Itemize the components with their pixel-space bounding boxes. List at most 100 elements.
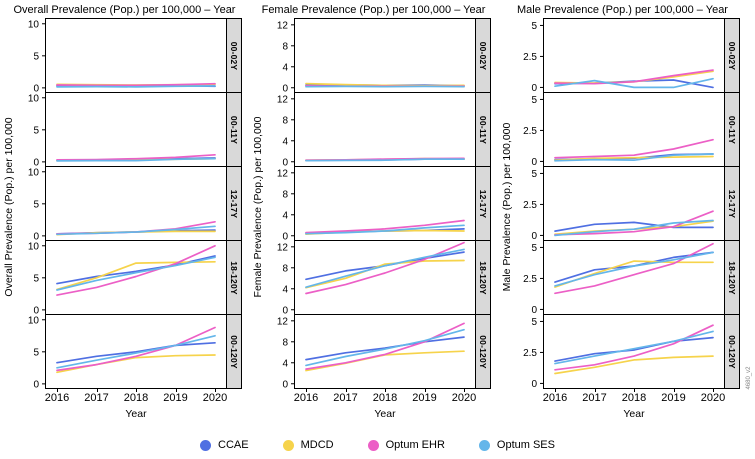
x-tick-label: 2019 bbox=[661, 392, 686, 404]
x-tick-label: 2016 bbox=[542, 392, 568, 404]
facet-row-00-120y: 0 2.5 5 00-120Y bbox=[513, 314, 740, 389]
facet-row-12-17y: 0 4 8 12 12-17Y bbox=[264, 166, 491, 241]
facet-column-overall: Overall Prevalence (Pop.) per 100,000 – … bbox=[2, 3, 247, 421]
series-line-optum-ses bbox=[554, 77, 714, 89]
facet-strip: 00-02Y bbox=[724, 18, 740, 93]
y-tick-label: 0 bbox=[282, 157, 288, 167]
panel-border bbox=[294, 240, 476, 315]
y-tick-label: 8 bbox=[282, 115, 288, 126]
legend-item-ccae: CCAE bbox=[200, 439, 249, 451]
series-line-ccae bbox=[554, 336, 714, 362]
x-tick-mark bbox=[57, 389, 58, 392]
x-tick-label: 2017 bbox=[582, 392, 607, 404]
facet-strip: 18-120Y bbox=[226, 240, 242, 315]
y-tick-label: 0 bbox=[33, 83, 39, 93]
y-tick-label: 0 bbox=[33, 231, 39, 241]
y-tick-label: 2.5 bbox=[523, 52, 537, 63]
y-tick-label: 12 bbox=[277, 94, 289, 105]
series-line-ccae bbox=[56, 341, 216, 364]
x-tick-mark bbox=[424, 389, 426, 392]
y-tick-label: 10 bbox=[28, 19, 40, 30]
legend: CCAE MDCD Optum EHR Optum SES bbox=[0, 435, 755, 455]
series-line-optum-ehr bbox=[56, 153, 216, 161]
panel-female-18-120y: 0 4 8 12 bbox=[277, 240, 476, 315]
x-tick-mark bbox=[673, 389, 675, 392]
facet-row-00-02y: 0 2.5 5 00-02Y bbox=[513, 18, 740, 93]
facet-strip: 18-120Y bbox=[475, 240, 491, 315]
x-tick-mark bbox=[555, 389, 556, 392]
series-line-optum-ehr bbox=[56, 244, 216, 296]
series-line-ccae bbox=[305, 336, 465, 361]
x-axis: 2016 2017 2018 2019 2020 bbox=[264, 389, 491, 407]
panel-border bbox=[543, 314, 725, 389]
y-tick-label: 10 bbox=[28, 93, 40, 104]
facet-strip-label: 12-17Y bbox=[478, 189, 488, 218]
legend-label: Optum SES bbox=[496, 439, 555, 451]
x-tick-mark bbox=[306, 389, 307, 392]
facet-row-12-17y: 0 2.5 5 12-17Y bbox=[513, 166, 740, 241]
panel-female-00-11y: 0 4 8 12 bbox=[277, 92, 476, 167]
legend-dot-ccae bbox=[200, 439, 212, 451]
series-line-optum-ses bbox=[554, 330, 714, 365]
y-tick-label: 0 bbox=[531, 157, 537, 167]
panel-male-18-120y: 02.55 bbox=[523, 240, 725, 315]
facet-strip-label: 18-120Y bbox=[478, 260, 488, 295]
panel-female-00-120y: 0 4 8 12 bbox=[277, 314, 476, 389]
x-tick-label: 2019 bbox=[163, 392, 188, 404]
series-line-optum-ses bbox=[56, 225, 216, 236]
series-line-mdcd bbox=[554, 355, 714, 375]
column-title-male: Male Prevalence (Pop.) per 100,000 – Yea… bbox=[517, 4, 728, 16]
x-tick-label: 2018 bbox=[123, 392, 149, 404]
series-line-optum-ehr bbox=[56, 326, 216, 372]
y-tick-label: 4 bbox=[282, 210, 288, 221]
legend-label: Optum EHR bbox=[385, 439, 445, 451]
series-line-optum-ses bbox=[305, 248, 465, 289]
x-tick-mark bbox=[713, 389, 714, 392]
series-line-optum-ses bbox=[305, 328, 465, 367]
x-axis: 2016 2017 2018 2019 2020 bbox=[513, 389, 740, 407]
x-axis-title: Year bbox=[125, 408, 147, 420]
y-tick-label: 5 bbox=[33, 273, 39, 284]
series-line-ccae bbox=[554, 221, 714, 232]
series-line-optum-ehr bbox=[305, 219, 465, 234]
series-line-optum-ses bbox=[554, 251, 714, 287]
x-tick-label: 2017 bbox=[84, 392, 109, 404]
panel-border bbox=[45, 92, 227, 167]
column-title-female: Female Prevalence (Pop.) per 100,000 – Y… bbox=[261, 4, 486, 16]
y-tick-label: 5 bbox=[531, 169, 537, 180]
facet-strip-label: 00-120Y bbox=[478, 334, 488, 369]
facet-strip-label: 00-11Y bbox=[727, 115, 737, 144]
y-tick-label: 12 bbox=[277, 242, 289, 253]
y-tick-label: 5 bbox=[33, 51, 39, 62]
facet-grid-overall: 0 5 10 00-02Y 0 5 10 00-11Y 0 5 10 12-17Y 0 5 10 18-120… bbox=[15, 18, 242, 421]
facet-strip: 00-11Y bbox=[724, 92, 740, 167]
series-line-optum-ses bbox=[56, 157, 216, 162]
facet-strip-label: 00-120Y bbox=[229, 334, 239, 369]
facet-row-18-120y: 0 2.5 5 18-120Y bbox=[513, 240, 740, 315]
facet-strip: 12-17Y bbox=[724, 166, 740, 241]
y-tick-label: 12 bbox=[277, 168, 289, 179]
x-tick-mark bbox=[594, 389, 596, 392]
facet-strip-label: 00-11Y bbox=[229, 115, 239, 144]
y-tick-label: 5 bbox=[33, 125, 39, 136]
y-tick-label: 0 bbox=[33, 305, 39, 315]
panel-border bbox=[294, 92, 476, 167]
series-line-mdcd bbox=[554, 155, 714, 162]
legend-item-optum-ehr: Optum EHR bbox=[367, 439, 445, 451]
y-tick-label: 12 bbox=[277, 316, 289, 327]
series-line-optum-ehr bbox=[554, 69, 714, 85]
panel-male-00-120y: 02.55 bbox=[523, 314, 725, 389]
facet-row-00-02y: 0 4 8 12 00-02Y bbox=[264, 18, 491, 93]
facet-row-00-120y: 0 5 10 00-120Y bbox=[15, 314, 242, 389]
y-tick-label: 2.5 bbox=[523, 126, 537, 137]
y-tick-label: 0 bbox=[33, 379, 39, 389]
legend-dot-mdcd bbox=[282, 439, 294, 451]
y-tick-label: 0 bbox=[531, 305, 537, 315]
y-tick-label: 8 bbox=[282, 263, 288, 274]
facet-strip: 00-02Y bbox=[475, 18, 491, 93]
y-tick-label: 0 bbox=[531, 379, 537, 389]
x-tick-label: 2020 bbox=[700, 392, 726, 404]
x-axis-title: Year bbox=[623, 408, 645, 420]
facet-strip: 00-11Y bbox=[226, 92, 242, 167]
y-tick-label: 4 bbox=[282, 136, 288, 147]
